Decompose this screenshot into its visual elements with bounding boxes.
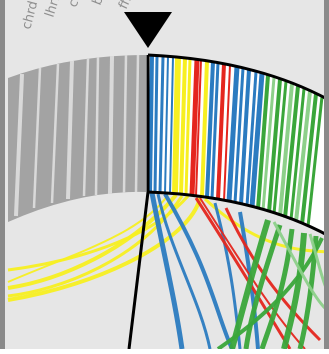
grey-band-gap [82, 57, 90, 197]
band-stripe-blue [239, 69, 251, 205]
grey-band-gap [50, 63, 60, 204]
ribbon-yellow [203, 197, 328, 254]
ribbon-blue [156, 193, 212, 350]
outer-label-borg: borg [90, 0, 115, 7]
link-ribbons [7, 192, 329, 351]
left-frame-border [0, 0, 5, 349]
band-stripe-blue [153, 56, 159, 194]
band-stripe-red [223, 64, 231, 201]
ribbon-red [194, 197, 292, 350]
ribbon-green [216, 237, 324, 351]
band-stripe-yellow [179, 57, 187, 195]
band-stripe-green [306, 96, 324, 227]
outer-ring-arc [147, 53, 329, 102]
band-stripe-yellow [184, 58, 192, 195]
ribbon-yellow [7, 197, 202, 302]
band-stripe-blue [233, 68, 245, 204]
grey-band-gap [14, 73, 24, 217]
ribbon-green [243, 224, 283, 350]
band-stripe-blue [210, 62, 220, 199]
band-stripe-red [195, 59, 202, 197]
band-stripe-light_green [261, 77, 276, 211]
band-stripe-green [256, 75, 270, 210]
band-stripe-blue [226, 66, 240, 202]
grey-band-gap [32, 67, 42, 209]
grey-band-gap [66, 60, 74, 200]
ribbon-blue [163, 192, 234, 350]
band-stripe-light_green [278, 83, 294, 217]
band-stripe-green [267, 79, 282, 213]
outer-label-chrd: chrd [19, 0, 41, 31]
band-stripe-green [289, 88, 306, 220]
band-stripe-blue [245, 71, 258, 206]
band-stripe-light_green [294, 91, 312, 222]
inner-ring-arc [147, 190, 329, 238]
grey-band-gap [94, 56, 100, 196]
outer-label-chrf: chrf [66, 0, 89, 9]
ribbon-green [281, 232, 307, 350]
ribbon-blue [149, 192, 185, 350]
outer-label-group: ffh borg chrf lhrf chrd [19, 0, 137, 31]
ribbon-yellow [7, 195, 190, 272]
grey-band-gap [122, 54, 128, 194]
band-stripe-yellow [172, 57, 181, 195]
band-stripe-red [216, 63, 226, 200]
band-stripe-blue [158, 56, 165, 194]
band-stripe-blue [249, 73, 265, 208]
grey-segment-band [8, 54, 146, 222]
band-stripe-blue [164, 56, 169, 194]
grey-band-gap [134, 54, 140, 193]
colored-segment-band [148, 55, 327, 236]
band-stripe-blue [169, 56, 174, 194]
position-marker-icon[interactable] [124, 12, 172, 48]
ribbon-light_green [272, 221, 329, 312]
band-stripe-blue [205, 61, 215, 198]
band-stripe-yellow [200, 60, 209, 197]
grey-band-gap [108, 55, 114, 195]
band-stripe-green [300, 93, 318, 225]
band-stripe-green [283, 86, 300, 218]
outer-label-ffh: ffh [116, 0, 137, 12]
ribbon-red [199, 197, 306, 350]
band-stripe-red [189, 59, 200, 196]
band-stripe-blue [148, 55, 154, 194]
radial-pointer-line [127, 191, 150, 350]
right-frame-border [324, 0, 329, 349]
band-stripe-green [272, 81, 288, 214]
